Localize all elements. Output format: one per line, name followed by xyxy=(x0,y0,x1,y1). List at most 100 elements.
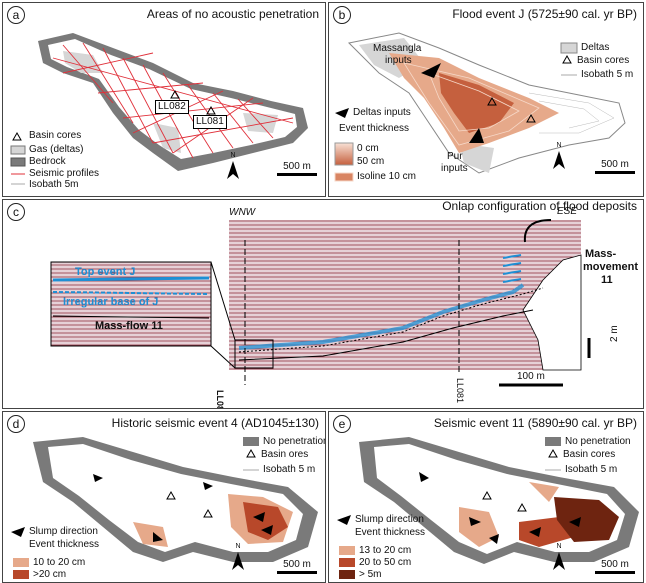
legend-bedrock-swatch xyxy=(10,157,26,167)
legend-isoline: Isoline 10 cm xyxy=(357,171,416,182)
panel-title-e: Seismic event 11 (5890±90 cal. yr BP) xyxy=(433,416,637,430)
legend-50cm: 50 cm xyxy=(357,156,385,167)
legend-thick-swatch xyxy=(13,570,29,579)
scale-label: 500 m xyxy=(601,159,629,170)
isobaths xyxy=(528,92,615,134)
lake-map-d xyxy=(11,437,318,579)
curved-arrow-icon xyxy=(523,219,552,243)
seismic-profile-image xyxy=(229,220,581,370)
inset-connector xyxy=(210,261,236,341)
scale-label: 500 m xyxy=(601,559,629,570)
thick-deposit-area xyxy=(243,502,288,540)
north-label: N xyxy=(556,543,562,550)
thin-deposit-south xyxy=(529,482,559,502)
onlap-arrows xyxy=(502,254,522,283)
mid-deposit-area xyxy=(519,517,574,547)
core-marker-2 xyxy=(517,502,527,512)
core-label-ll081: LL081 xyxy=(193,115,227,129)
legend-core-symbol xyxy=(562,54,572,64)
north-arrow-icon xyxy=(232,552,244,570)
dotted-base-line xyxy=(238,287,544,353)
core-label-ll081: LL081 xyxy=(455,378,465,404)
north-arrow-icon xyxy=(227,161,239,179)
thick-deposit-area xyxy=(554,497,619,542)
inset-top-j xyxy=(52,276,210,282)
panel-title-a: Areas of no acoustic penetration xyxy=(146,7,319,21)
inset-top-event: Top event J xyxy=(75,266,136,278)
legend-core-symbol xyxy=(246,448,256,458)
legend-no-penetration-swatch xyxy=(243,437,259,446)
legend-arrow-icon xyxy=(335,108,349,118)
mass-flow-boundary xyxy=(238,309,534,361)
panel-title-b: Flood event J (5725±90 cal. yr BP) xyxy=(452,7,637,21)
scale-bar-a: 500 m xyxy=(277,161,317,176)
mass-movement-line1: Mass- xyxy=(585,248,617,260)
panel-d: d Historic seismic event 4 (AD1045±130) … xyxy=(2,411,326,583)
legend-mid: 20 to 50 cm xyxy=(359,557,412,568)
panel-e: e Seismic event 11 (5890±90 cal. yr BP) … xyxy=(328,411,644,583)
legend-isobath: Isobath 5 m xyxy=(581,69,634,80)
north-label: N xyxy=(230,152,236,159)
legend-mid-swatch xyxy=(339,558,355,567)
mass-movement-body xyxy=(522,254,582,371)
legend-deltas: Deltas xyxy=(581,42,610,53)
legend-basin-cores: Basin cores xyxy=(29,130,82,141)
legend-event-thickness: Event thickness xyxy=(355,527,426,538)
core-marker-2 xyxy=(203,508,213,518)
panel-title-c: Onlap configuration of flood deposits xyxy=(442,199,637,213)
inset-irregular-base: Irregular base of J xyxy=(63,296,159,308)
panel-title-d: Historic seismic event 4 (AD1045±130) xyxy=(111,416,319,430)
legend-basin-cores: Basin ores xyxy=(261,449,309,460)
scale-label: 500 m xyxy=(283,161,311,172)
core-marker-1 xyxy=(482,490,492,500)
panel-label-c: c xyxy=(7,203,25,221)
legend-gas-swatch xyxy=(10,145,26,155)
isolines xyxy=(403,62,540,146)
legend-gas: Gas (deltas) xyxy=(29,144,84,155)
legend-slump: Slump direction xyxy=(355,514,424,525)
gas-area-east xyxy=(243,113,278,133)
map-label-pur-inputs: inputs xyxy=(441,163,468,174)
panel-c: c Onlap configuration of flood deposits xyxy=(2,199,644,409)
north-arrow-icon xyxy=(553,552,565,570)
flood-thick-core xyxy=(439,73,514,133)
delta-input-arrow-icon xyxy=(469,128,484,143)
inset-mass-flow xyxy=(52,315,210,319)
legend-slump-icon xyxy=(11,527,25,537)
vertical-scale-label: 2 m xyxy=(609,325,620,342)
legend-0cm: 0 cm xyxy=(357,143,379,154)
map-label-massangla-inputs: inputs xyxy=(385,55,412,66)
slump-arrows xyxy=(93,474,273,542)
core-marker-ll081 xyxy=(206,105,216,115)
legend-slump: Slump direction xyxy=(29,526,98,537)
label-wnw: WNW xyxy=(229,207,256,218)
lake-water xyxy=(48,39,297,159)
legend-delta-swatch xyxy=(560,42,578,54)
mass-movement-line3: 11 xyxy=(601,274,613,286)
legend-event-thickness: Event thickness xyxy=(29,539,100,550)
legend-thick-swatch xyxy=(339,570,355,579)
core-marker-ll082 xyxy=(170,89,180,99)
inset-base-j xyxy=(52,291,210,295)
legend-slump-icon xyxy=(337,515,351,525)
map-label-massangla: Massangla xyxy=(373,43,422,54)
blue-flood-deposit xyxy=(238,283,525,350)
legend-core-symbol xyxy=(548,448,558,458)
panel-label-b: b xyxy=(333,6,351,24)
legend-thick: > 5m xyxy=(359,569,382,580)
core-marker-2 xyxy=(526,113,536,123)
legend-basin-cores: Basin cores xyxy=(577,55,630,66)
legend-bedrock: Bedrock xyxy=(29,156,66,167)
zoom-box xyxy=(234,339,274,369)
core-label-ll082: LL082 xyxy=(215,390,225,409)
lake-map-e xyxy=(337,437,639,579)
legend-thick: >20 cm xyxy=(33,569,67,580)
legend-thin-swatch xyxy=(339,546,355,555)
map-label-pur: Pur xyxy=(447,151,463,162)
panel-label-a: a xyxy=(7,6,25,24)
label-ese: ESE xyxy=(557,206,578,217)
panel-label-e: e xyxy=(333,415,351,433)
core-marker-1 xyxy=(487,96,497,106)
core-marker-1 xyxy=(166,490,176,500)
north-label: N xyxy=(556,142,562,149)
